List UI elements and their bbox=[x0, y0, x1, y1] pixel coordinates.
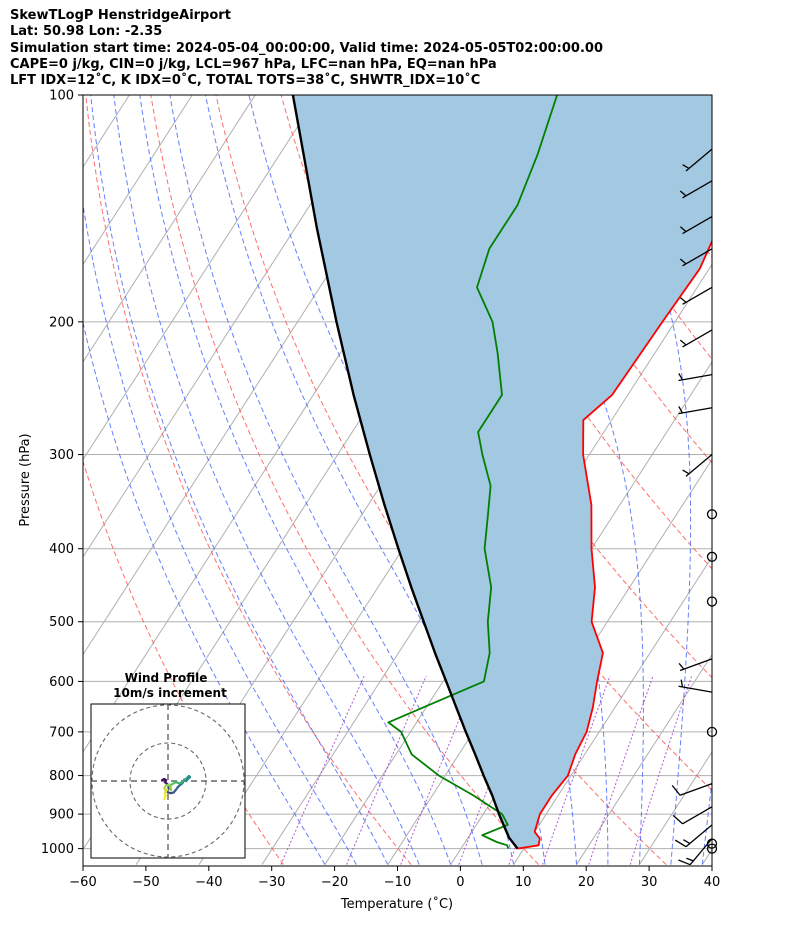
mixing-ratio-line bbox=[542, 675, 611, 865]
location-line: Lat: 50.98 Lon: -2.35 bbox=[10, 24, 163, 40]
x-tick-label: 40 bbox=[704, 875, 721, 890]
cape-cin-shading bbox=[292, 95, 712, 849]
mixing-ratio-line bbox=[629, 675, 693, 865]
wind-barb bbox=[671, 783, 713, 796]
inset-subtitle: 10m/s increment bbox=[113, 686, 227, 700]
x-axis-label: Temperature (˚C) bbox=[340, 896, 453, 912]
indices-line-2: LFT IDX=12˚C, K IDX=0˚C, TOTAL TOTS=38˚C… bbox=[10, 73, 481, 89]
y-axis-label: Pressure (hPa) bbox=[18, 433, 33, 526]
x-tick-label: 20 bbox=[578, 875, 595, 890]
temperature-line bbox=[517, 239, 712, 850]
moist-adiabat bbox=[583, 95, 692, 865]
wind-barb bbox=[706, 596, 718, 607]
x-tick-label: −30 bbox=[258, 875, 285, 890]
inset-title: Wind Profile bbox=[125, 671, 208, 685]
moist-adiabat bbox=[169, 95, 483, 865]
x-tick-label: −50 bbox=[132, 875, 159, 890]
sounding-profiles bbox=[291, 95, 712, 850]
axis-ticks: −60 −50 −40 −30 −20 −10 0 10 20 30 40 100 200 300 400 5… bbox=[41, 89, 720, 891]
hodograph-segment bbox=[163, 794, 167, 801]
chart-header: SkewTLogP HenstridgeAirport Lat: 50.98 L… bbox=[10, 8, 603, 89]
dry-adiabat bbox=[737, 95, 794, 865]
moist-adiabat bbox=[113, 95, 420, 865]
wind-barb bbox=[682, 454, 713, 477]
isotherm-gridline bbox=[83, 95, 193, 266]
wind-barbs bbox=[671, 148, 718, 866]
y-tick-label: 100 bbox=[49, 89, 74, 104]
y-tick-label: 500 bbox=[49, 615, 74, 630]
dry-adiabat bbox=[83, 459, 284, 865]
wind-barb bbox=[679, 180, 713, 199]
wind-barb bbox=[679, 248, 713, 267]
cin-shaded-area bbox=[292, 95, 712, 849]
x-tick-label: −10 bbox=[384, 875, 411, 890]
x-tick-label: −60 bbox=[69, 875, 96, 890]
isotherm-gridline bbox=[83, 95, 319, 461]
y-tick-label: 200 bbox=[49, 315, 74, 330]
wind-profile-inset: Wind Profile 10m/s increment bbox=[90, 671, 246, 859]
x-tick-label: 10 bbox=[515, 875, 532, 890]
y-tick-label: 1000 bbox=[41, 842, 74, 857]
wind-barb bbox=[678, 406, 713, 415]
y-tick-label: 900 bbox=[49, 808, 74, 823]
wind-barb bbox=[679, 216, 713, 235]
wind-barb bbox=[706, 843, 718, 854]
isotherm-gridline bbox=[701, 848, 712, 865]
y-tick-label: 700 bbox=[49, 725, 74, 740]
moist-adiabat bbox=[139, 95, 452, 865]
wind-barb bbox=[706, 551, 718, 562]
isotherm-gridline bbox=[513, 556, 712, 865]
y-tick-label: 300 bbox=[49, 448, 74, 463]
y-tick-label: 400 bbox=[49, 542, 74, 557]
dry-adiabat bbox=[475, 95, 712, 464]
mixing-ratio-line bbox=[280, 675, 365, 865]
moist-adiabat bbox=[83, 320, 326, 865]
wind-barb bbox=[706, 726, 718, 738]
wind-barb bbox=[678, 679, 713, 693]
x-tick-label: −20 bbox=[321, 875, 348, 890]
isotherm-gridline bbox=[83, 95, 256, 363]
dewpoint-line bbox=[387, 95, 558, 849]
mixing-ratio-line bbox=[346, 675, 427, 865]
x-tick-label: −40 bbox=[195, 875, 222, 890]
moist-adiabat bbox=[90, 95, 389, 865]
wind-barb bbox=[674, 824, 713, 848]
hodograph bbox=[91, 704, 245, 858]
isotherm-gridline bbox=[0, 95, 66, 865]
y-tick-label: 600 bbox=[49, 675, 74, 690]
wind-barb bbox=[678, 373, 713, 382]
wind-barb bbox=[706, 509, 718, 520]
wind-barb bbox=[682, 148, 713, 172]
wind-barb bbox=[678, 658, 713, 672]
chart-title: SkewTLogP HenstridgeAirport bbox=[10, 8, 231, 23]
x-tick-label: 30 bbox=[641, 875, 658, 890]
parcel_profile-line bbox=[291, 95, 519, 850]
wind-barb bbox=[678, 838, 713, 866]
moist-adiabat bbox=[83, 201, 357, 865]
isotherm-gridline bbox=[83, 95, 382, 558]
wind-barb bbox=[679, 329, 713, 348]
wind-barb bbox=[679, 286, 713, 305]
time-line: Simulation start time: 2024-05-04_00:00:… bbox=[10, 40, 603, 56]
wind-barb bbox=[672, 806, 713, 825]
x-tick-label: 0 bbox=[456, 875, 464, 890]
isotherm-gridline bbox=[765, 95, 794, 865]
indices-line-1: CAPE=0 j/kg, CIN=0 j/kg, LCL=967 hPa, LF… bbox=[10, 56, 497, 72]
mixing-ratio-line bbox=[588, 675, 654, 865]
isotherm-gridline bbox=[576, 653, 712, 865]
y-tick-label: 800 bbox=[49, 769, 74, 784]
